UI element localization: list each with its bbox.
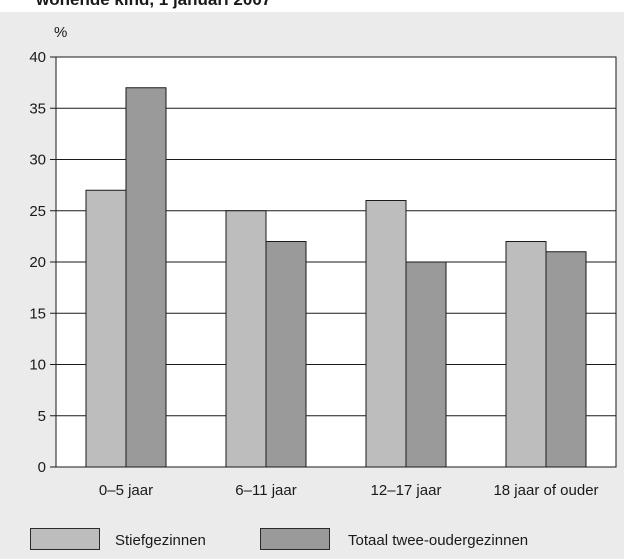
y-tick-label: 40	[29, 49, 46, 66]
y-tick-label: 0	[38, 459, 46, 476]
x-tick-label: 6–11 jaar	[235, 482, 296, 499]
bar-stiefgezinnen	[505, 241, 547, 468]
legend-label-totaal-twee-oudergezinnen: Totaal twee-oudergezinnen	[348, 532, 529, 549]
bar-totaal-twee-oudergezinnen	[265, 241, 307, 468]
x-tick-label: 18 jaar of ouder	[493, 482, 598, 499]
bar-totaal-twee-oudergezinnen	[405, 261, 447, 468]
bar-stiefgezinnen	[85, 189, 127, 468]
legend-swatch-stiefgezinnen	[30, 528, 100, 550]
bar-totaal-twee-oudergezinnen	[125, 87, 167, 468]
y-tick-label: 15	[29, 305, 46, 322]
legend-swatch-totaal-twee-oudergezinnen	[260, 528, 330, 550]
bar-chart: % 0 5 10 15 20 25 30 35 40 0–5 jaar 6–11 jaar 12–1…	[29, 24, 617, 499]
y-tick-label: 20	[29, 254, 46, 271]
title-strip: wonende kind, 1 januari 2007	[0, 0, 624, 12]
y-tick-label: 35	[29, 100, 46, 117]
x-axis-ticks: 0–5 jaar 6–11 jaar 12–17 jaar 18 jaar of ou…	[99, 482, 599, 499]
bar-stiefgezinnen	[225, 210, 267, 468]
bars	[85, 87, 587, 468]
y-axis-unit-label: %	[54, 24, 67, 41]
y-tick-label: 30	[29, 152, 46, 169]
legend-label-stiefgezinnen: Stiefgezinnen	[115, 532, 206, 549]
y-axis-ticks: 0 5 10 15 20 25 30 35 40	[29, 49, 56, 476]
legend: Stiefgezinnen Totaal twee-oudergezinnen	[0, 528, 624, 552]
x-tick-label: 12–17 jaar	[371, 482, 442, 499]
x-tick-label: 0–5 jaar	[99, 482, 153, 499]
y-tick-label: 5	[38, 408, 46, 425]
bar-stiefgezinnen	[365, 200, 407, 468]
bar-totaal-twee-oudergezinnen	[545, 251, 587, 468]
y-tick-label: 10	[29, 357, 46, 374]
y-tick-label: 25	[29, 203, 46, 220]
chart-title: wonende kind, 1 januari 2007	[36, 0, 271, 10]
